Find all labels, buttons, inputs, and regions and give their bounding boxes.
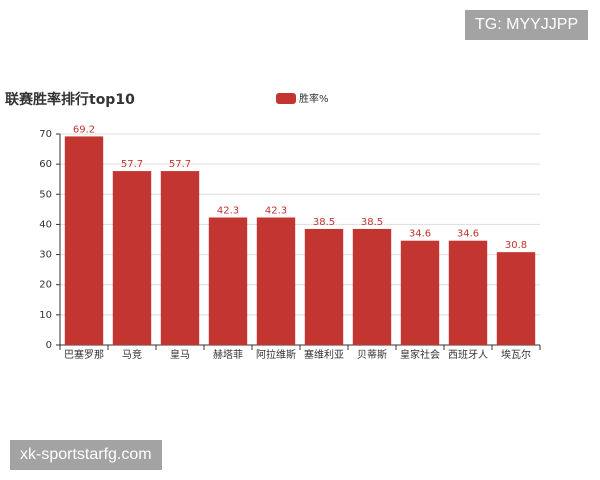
bar: [112, 171, 152, 345]
chart-title: 联赛胜率排行top10: [5, 91, 135, 108]
data-label: 34.6: [457, 229, 479, 240]
x-tick-label: 赫塔菲: [213, 348, 243, 361]
data-label: 30.8: [505, 240, 527, 251]
y-tick-label: 50: [39, 189, 52, 200]
x-tick-label: 埃瓦尔: [501, 348, 531, 361]
bar: [352, 228, 392, 345]
data-label: 38.5: [361, 217, 383, 228]
x-tick-label: 皇家社会: [400, 348, 440, 361]
data-label: 69.2: [73, 124, 95, 135]
x-tick-label: 皇马: [170, 348, 190, 361]
watermark: TG: MYYJJPP: [465, 10, 589, 40]
data-label: 38.5: [313, 217, 335, 228]
bar: [304, 228, 344, 345]
bar: [160, 171, 200, 345]
y-tick-label: 0: [46, 340, 52, 351]
x-tick-label: 巴塞罗那: [64, 348, 104, 361]
data-label: 57.7: [121, 159, 143, 170]
legend-swatch: [276, 93, 296, 104]
y-tick-label: 20: [39, 280, 52, 291]
y-tick-label: 70: [39, 129, 52, 140]
legend-label: 胜率%: [299, 92, 329, 105]
bar: [496, 252, 536, 345]
bar: [448, 240, 488, 345]
x-tick-label: 西班牙人: [448, 349, 488, 361]
data-label: 34.6: [409, 229, 431, 240]
watermark: xk-sportstarfg.com: [10, 440, 162, 470]
x-tick-label: 贝蒂斯: [357, 348, 387, 361]
bar: [208, 217, 248, 345]
data-label: 42.3: [217, 205, 239, 216]
x-tick-label: 马竞: [122, 348, 142, 361]
y-tick-label: 60: [39, 159, 52, 170]
y-tick-label: 30: [39, 250, 52, 261]
y-tick-label: 40: [39, 219, 52, 230]
x-tick-label: 阿拉维斯: [256, 348, 296, 361]
bar: [64, 136, 104, 345]
data-label: 57.7: [169, 159, 191, 170]
y-tick-label: 10: [39, 310, 52, 321]
x-tick-label: 塞维利亚: [304, 348, 344, 361]
data-label: 42.3: [265, 205, 287, 216]
bar: [256, 217, 296, 345]
bar: [400, 240, 440, 345]
